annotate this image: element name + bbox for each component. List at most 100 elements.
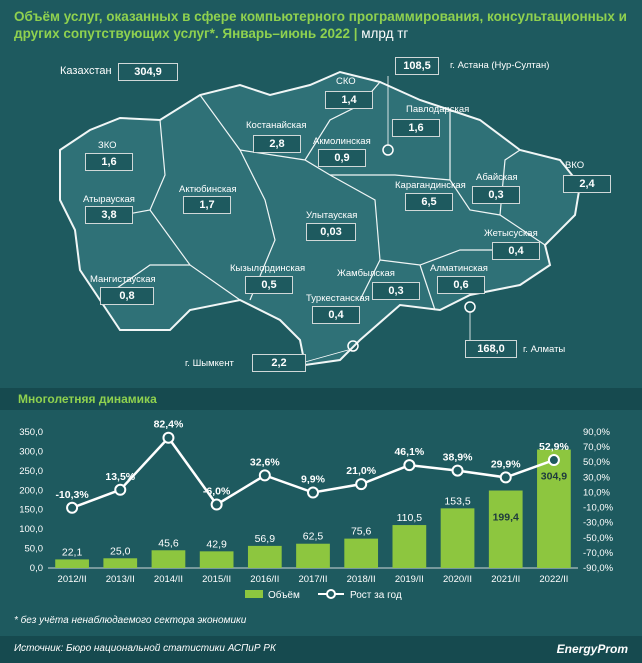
x-tick-label: 2020/II — [443, 574, 472, 585]
region-label-zha: Жамбылская — [337, 268, 395, 279]
region-value-uly: 0,03 — [306, 223, 356, 241]
growth-point — [403, 459, 416, 472]
growth-point — [66, 501, 79, 514]
bar-label: 75,6 — [351, 526, 372, 538]
region-value-tur: 0,4 — [312, 306, 360, 324]
growth-point — [355, 478, 368, 491]
section-title: Многолетняя динамика — [18, 392, 157, 406]
y-right-tick: 50,0% — [583, 457, 610, 468]
y-right-tick: -30,0% — [583, 518, 614, 529]
footer-bar — [0, 636, 642, 663]
bar-2020/II — [440, 508, 475, 568]
region-value-man: 0,8 — [100, 287, 154, 305]
bar-label: 42,9 — [206, 538, 227, 550]
region-label-kyz: Кызылординская — [230, 263, 306, 274]
region-label-shy: г. Шымкент — [185, 358, 234, 369]
x-tick-label: 2012/II — [58, 574, 87, 585]
bar-2018/II — [344, 538, 379, 568]
region-value-vko: 2,4 — [563, 175, 611, 193]
region-value-zko: 1,6 — [85, 153, 133, 171]
y-left-tick: 300,0 — [19, 446, 43, 457]
region-value-almc: 168,0 — [465, 340, 517, 358]
region-value-alm: 0,6 — [437, 276, 485, 294]
region-label-tur: Туркестанская — [306, 293, 370, 304]
bar-label: 22,1 — [62, 546, 83, 558]
region-label-alm: Алматинская — [430, 263, 488, 274]
x-tick-label: 2017/II — [298, 574, 327, 585]
y-right-tick: -10,0% — [583, 503, 614, 514]
dynamics-chart: 0,0 50,0 100,0 150,0 200,0 250,0 300,0 350,0 -90… — [19, 419, 614, 601]
region-label-sko: СКО — [336, 76, 356, 87]
page-title: Объём услуг, оказанных в сфере компьютер… — [14, 9, 627, 41]
y-right-tick: 10,0% — [583, 487, 610, 498]
bar-2022/II — [537, 449, 571, 568]
x-tick-label: 2014/II — [154, 574, 183, 585]
x-tick-label: 2016/II — [250, 574, 279, 585]
region-value-kar: 6,5 — [405, 193, 453, 211]
legend-line-marker — [326, 589, 336, 599]
bar-2014/II — [151, 550, 186, 568]
growth-label: 9,9% — [301, 474, 326, 486]
growth-point — [307, 486, 319, 499]
legend-bar-swatch — [245, 590, 263, 598]
bar-label: 304,9 — [541, 471, 567, 483]
growth-point — [451, 464, 464, 477]
y-right-tick: 70,0% — [583, 442, 610, 453]
x-tick-label: 2015/II — [202, 574, 231, 585]
growth-point — [258, 469, 271, 482]
growth-label: -10,3% — [55, 489, 89, 501]
y-left-tick: 200,0 — [19, 485, 43, 496]
region-value-zha: 0,3 — [372, 282, 420, 300]
bar-label: 199,4 — [493, 512, 519, 524]
y-left-tick: 350,0 — [19, 427, 43, 438]
growth-point — [114, 483, 127, 496]
growth-point — [499, 471, 512, 484]
region-label-ast: г. Астана (Нур-Султан) — [450, 60, 550, 71]
shymkent-marker — [347, 340, 359, 352]
region-label-zko: ЗКО — [98, 140, 117, 151]
source-text: Источник: Бюро национальной статистики А… — [14, 643, 276, 654]
y-right-tick: -90,0% — [583, 563, 614, 574]
legend-line-label: Рост за год — [350, 590, 402, 601]
growth-point — [210, 498, 223, 511]
growth-point — [162, 431, 175, 444]
bar-label: 45,6 — [158, 537, 179, 549]
region-label-zhe: Жетысуская — [484, 228, 538, 239]
footnote: * без учёта ненаблюдаемого сектора эконо… — [14, 615, 247, 626]
x-tick-label: 2013/II — [106, 574, 135, 585]
y-left-tick: 150,0 — [19, 505, 43, 516]
y-right-tick: 30,0% — [583, 472, 610, 483]
total-value: 304,9 — [118, 63, 178, 81]
region-label-atr: Атырауская — [83, 194, 135, 205]
y-right-tick: 90,0% — [583, 427, 610, 438]
unit-label: млрд тг — [361, 26, 409, 41]
y-left-tick: 250,0 — [19, 466, 43, 477]
region-value-ast: 108,5 — [395, 57, 439, 75]
region-label-pav: Павлодарская — [406, 104, 470, 115]
bar-2019/II — [392, 525, 427, 568]
growth-label: 13,5% — [105, 471, 135, 483]
bar-label: 153,5 — [444, 495, 470, 507]
almaty-marker — [464, 301, 476, 313]
region-value-kos: 2,8 — [253, 135, 301, 153]
total-label: Казахстан — [60, 65, 112, 77]
y-right-tick: -70,0% — [583, 548, 614, 559]
region-value-akt: 1,7 — [183, 196, 231, 214]
bar-2015/II — [199, 551, 234, 568]
bar-2013/II — [103, 558, 138, 568]
growth-label: 21,0% — [346, 465, 376, 477]
growth-label: 32,6% — [250, 456, 280, 468]
region-label-man: Мангистауская — [90, 274, 156, 285]
region-label-uly: Улытауская — [306, 210, 358, 221]
bar-2012/II — [55, 559, 89, 568]
bar-label: 62,5 — [303, 531, 324, 543]
growth-label: -6,0% — [203, 486, 231, 498]
growth-label: 52,9% — [539, 441, 569, 453]
region-label-akt: Актюбинская — [179, 184, 237, 195]
region-value-atr: 3,8 — [85, 206, 133, 224]
x-tick-label: 2019/II — [395, 574, 424, 585]
growth-label: 29,9% — [491, 458, 521, 470]
growth-label: 46,1% — [394, 446, 424, 458]
growth-label: 38,9% — [443, 452, 473, 464]
region-value-pav: 1,6 — [392, 119, 440, 137]
